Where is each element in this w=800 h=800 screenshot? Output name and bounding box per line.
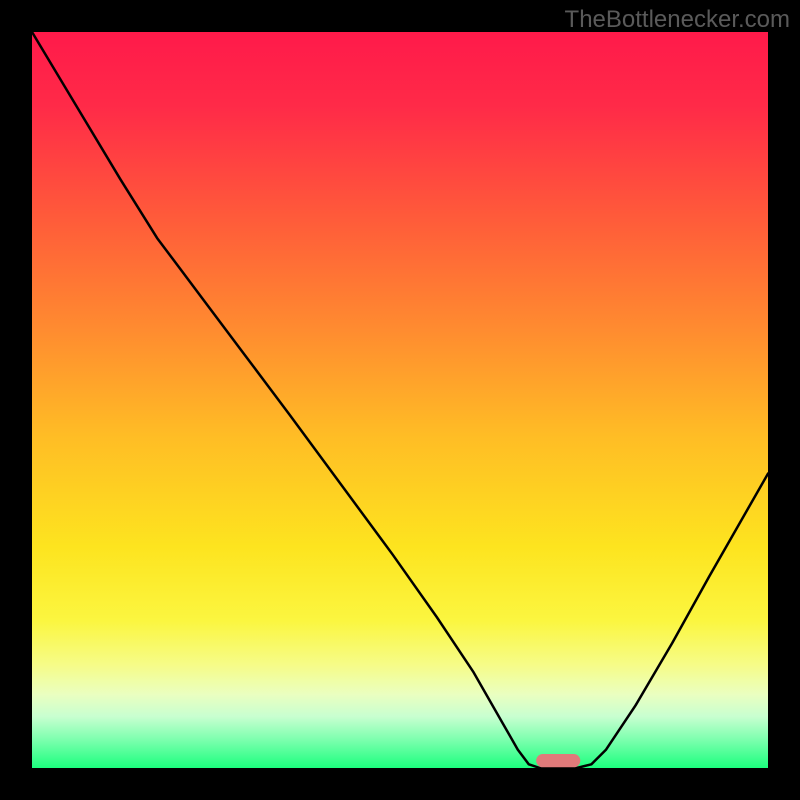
optimal-marker (536, 754, 580, 767)
plot-area (32, 32, 768, 768)
plot-background (32, 32, 768, 768)
bottleneck-chart (0, 0, 800, 800)
chart-outer-frame: TheBottlenecker.com (0, 0, 800, 800)
watermark-text: TheBottlenecker.com (565, 6, 790, 34)
